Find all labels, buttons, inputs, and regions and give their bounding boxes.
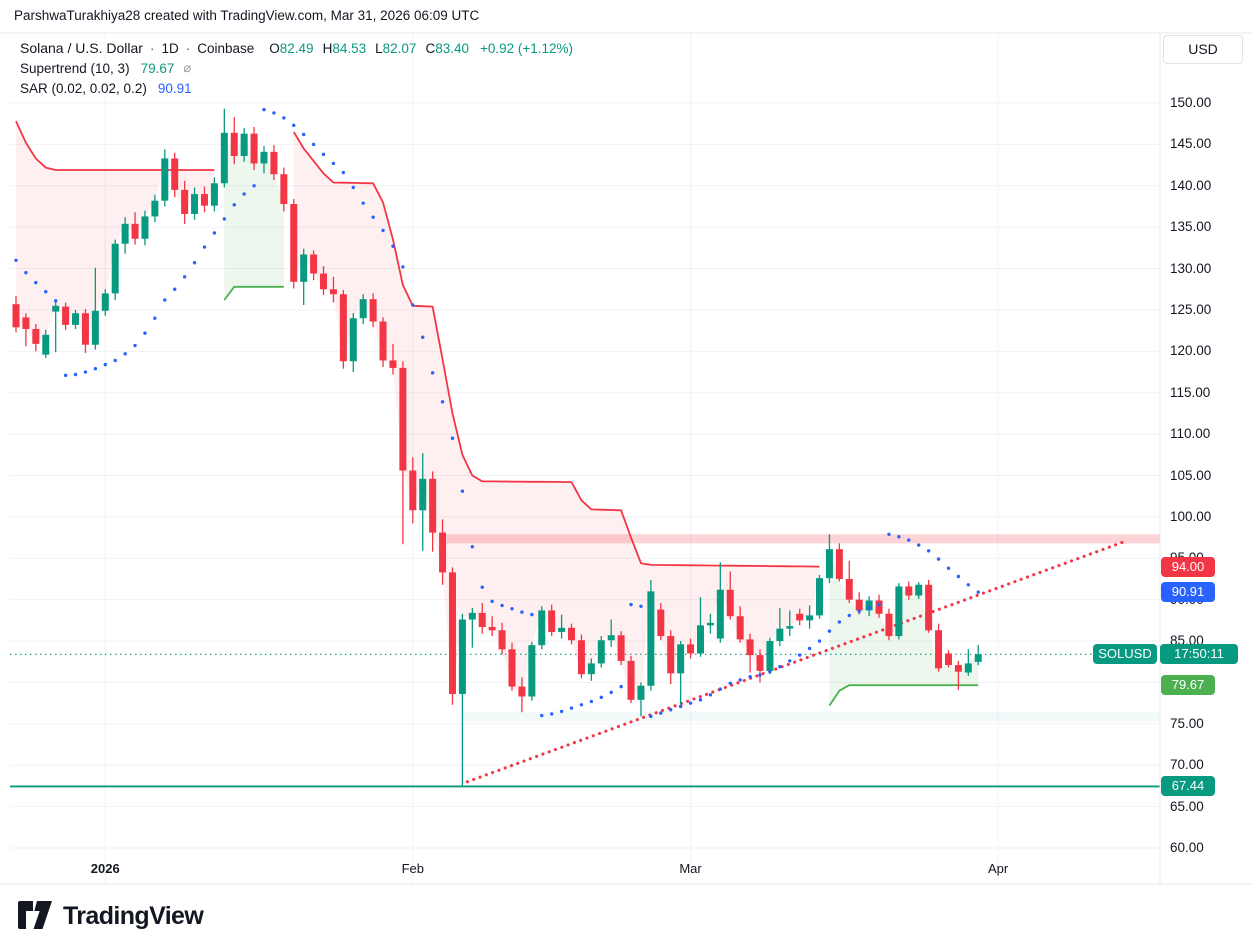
- tradingview-logo[interactable]: TradingView: [18, 901, 204, 931]
- price-tick-label: 70.00: [1170, 757, 1204, 773]
- supertrend-line: [15, 120, 979, 707]
- price-tick-label: 120.00: [1170, 343, 1212, 359]
- symbol-price-label: SOLUSD: [1093, 644, 1157, 665]
- symbol-legend-row[interactable]: Solana / U.S. Dollar · 1D · Coinbase O82…: [20, 38, 573, 58]
- indicator-name: SAR (0.02, 0.02, 0.2): [20, 80, 147, 96]
- indicator-name: Supertrend (10, 3): [20, 60, 130, 76]
- change-value: +0.92 (+1.12%): [479, 40, 574, 56]
- exchange-label: Coinbase: [197, 40, 255, 56]
- time-tick-label: 2026: [90, 861, 120, 876]
- hidden-marker-icon: ⌀: [183, 60, 192, 75]
- sar-dots: [14, 107, 980, 719]
- dotted-trendline[interactable]: [465, 540, 1126, 784]
- ohlc-values: O82.49 H84.53 L82.07 C83.40 +0.92 (+1.12…: [269, 40, 574, 56]
- indicator-row-supertrend[interactable]: Supertrend (10, 3) 79.67 ⌀: [20, 58, 573, 78]
- indicator-value: 90.91: [157, 80, 192, 96]
- indicator-value: 79.67: [140, 60, 175, 76]
- price-tick-label: 150.00: [1170, 95, 1212, 110]
- tradingview-logo-text: TradingView: [63, 901, 204, 930]
- bar-countdown-label: 17:50:11: [1160, 644, 1238, 665]
- time-tick-label: Mar: [679, 861, 702, 876]
- pane-frame: [0, 32, 1253, 885]
- price-tick-label: 145.00: [1170, 136, 1212, 152]
- price-label-pill: 79.67: [1161, 675, 1215, 696]
- indicator-row-sar[interactable]: SAR (0.02, 0.02, 0.2) 90.91: [20, 78, 573, 98]
- symbol-title: Solana / U.S. Dollar: [20, 40, 143, 56]
- price-tick-label: 140.00: [1170, 177, 1212, 193]
- separator-dot: ·: [149, 40, 155, 56]
- separator-dot: ·: [185, 40, 191, 56]
- interval-label: 1D: [161, 40, 179, 56]
- price-label-pill: 67.44: [1161, 776, 1215, 797]
- time-tick-label: Apr: [987, 861, 1009, 876]
- price-tick-label: 135.00: [1170, 219, 1212, 235]
- price-tick-label: 115.00: [1170, 384, 1211, 400]
- price-tick-label: 110.00: [1170, 426, 1211, 442]
- gridlines: [10, 33, 1160, 884]
- tradingview-logo-icon: [18, 901, 52, 929]
- currency-unit-box: USD: [1163, 35, 1243, 64]
- time-tick-label: Feb: [401, 861, 424, 876]
- candles-layer: [12, 108, 982, 787]
- price-tick-label: 130.00: [1170, 260, 1212, 276]
- price-label-pill: 90.91: [1161, 582, 1215, 603]
- price-tick-label: 65.00: [1170, 798, 1204, 814]
- price-tick-label: 100.00: [1170, 508, 1212, 524]
- price-tick-label: 60.00: [1170, 840, 1204, 855]
- price-tick-label: 75.00: [1170, 715, 1204, 731]
- attribution-text: ParshwaTurakhiya28 created with TradingV…: [14, 8, 480, 23]
- price-tick-label: 125.00: [1170, 301, 1212, 317]
- price-label-pill: 94.00: [1161, 556, 1215, 577]
- price-tick-label: 105.00: [1170, 467, 1212, 483]
- supertrend-fill: [16, 121, 979, 706]
- chart-legend: Solana / U.S. Dollar · 1D · Coinbase O82…: [20, 38, 573, 98]
- zone-drawings: [446, 534, 1160, 722]
